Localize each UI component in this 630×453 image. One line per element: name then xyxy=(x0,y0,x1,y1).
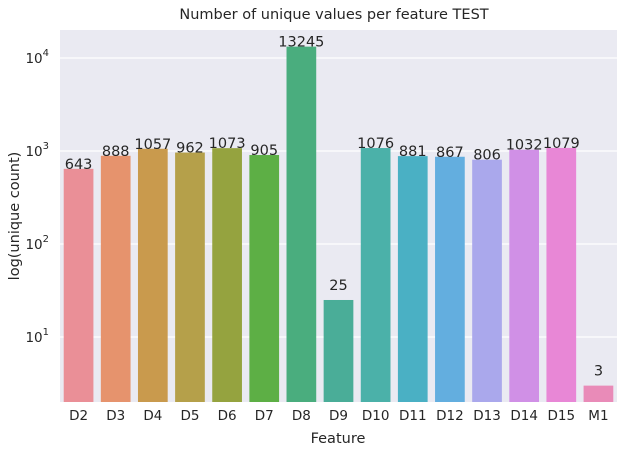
bar-value-label: 1073 xyxy=(209,136,246,152)
bar-m1 xyxy=(583,385,614,402)
bar-d4 xyxy=(137,148,168,402)
bar-d8 xyxy=(286,46,317,402)
bar-value-label: 25 xyxy=(329,278,347,294)
x-tick-label: M1 xyxy=(588,408,608,424)
bar-value-label: 962 xyxy=(176,141,204,157)
x-tick-label: D11 xyxy=(399,408,427,424)
bar-d14 xyxy=(509,149,540,402)
x-tick-label: D12 xyxy=(436,408,464,424)
bar-value-label: 1032 xyxy=(506,138,543,154)
y-tick-label: 101 xyxy=(25,327,49,346)
chart-title: Number of unique values per feature TEST xyxy=(179,7,488,23)
x-tick-labels: D2 D3 D4 D5 D6 D7 D8 D9 D10 D11 D12 D13 D14 D15 M1 xyxy=(69,408,608,424)
x-tick-label: D4 xyxy=(143,408,162,424)
x-tick-label: D15 xyxy=(548,408,576,424)
bar-d12 xyxy=(435,156,465,402)
bar-value-label: 3 xyxy=(594,364,603,380)
y-axis-label: log(unique count) xyxy=(7,152,23,281)
x-tick-label: D8 xyxy=(292,408,311,424)
x-tick-label: D7 xyxy=(255,408,274,424)
bar-value-label: 806 xyxy=(473,148,501,164)
bar-d11 xyxy=(397,156,428,402)
y-tick-labels: 101 102 103 104 xyxy=(25,48,49,346)
bar-value-label: 1079 xyxy=(543,136,580,152)
y-tick-label: 104 xyxy=(25,48,49,67)
bar-value-label: 888 xyxy=(102,144,130,160)
bars xyxy=(63,46,614,402)
bar-value-label: 1076 xyxy=(357,136,394,152)
bar-value-label: 1057 xyxy=(134,137,171,153)
bar-labels: 643 888 1057 962 1073 905 13245 25 1076 881 867 806… xyxy=(65,35,603,380)
bar-d2 xyxy=(63,168,94,402)
bar-d3 xyxy=(100,155,131,402)
bar-value-label: 905 xyxy=(250,143,278,159)
x-tick-label: D10 xyxy=(362,408,390,424)
x-tick-label: D3 xyxy=(106,408,125,424)
bar-d7 xyxy=(249,155,280,402)
bar-value-label: 643 xyxy=(65,157,93,173)
x-tick-label: D5 xyxy=(180,408,199,424)
bar-value-label: 13245 xyxy=(278,35,324,51)
bar-d9 xyxy=(323,299,354,402)
x-tick-label: D6 xyxy=(218,408,237,424)
y-tick-label: 102 xyxy=(25,234,49,253)
bar-value-label: 867 xyxy=(436,145,464,161)
bar-d15 xyxy=(546,147,577,402)
bar-value-label: 881 xyxy=(399,144,427,160)
bar-d13 xyxy=(472,159,502,402)
x-tick-label: D9 xyxy=(329,408,348,424)
x-tick-label: D13 xyxy=(473,408,501,424)
bar-d10 xyxy=(360,148,391,402)
y-tick-label: 103 xyxy=(25,141,49,160)
x-axis-label: Feature xyxy=(311,431,366,447)
x-tick-label: D2 xyxy=(69,408,88,424)
bar-d5 xyxy=(175,152,205,402)
x-tick-label: D14 xyxy=(510,408,538,424)
bar-d6 xyxy=(212,148,242,402)
